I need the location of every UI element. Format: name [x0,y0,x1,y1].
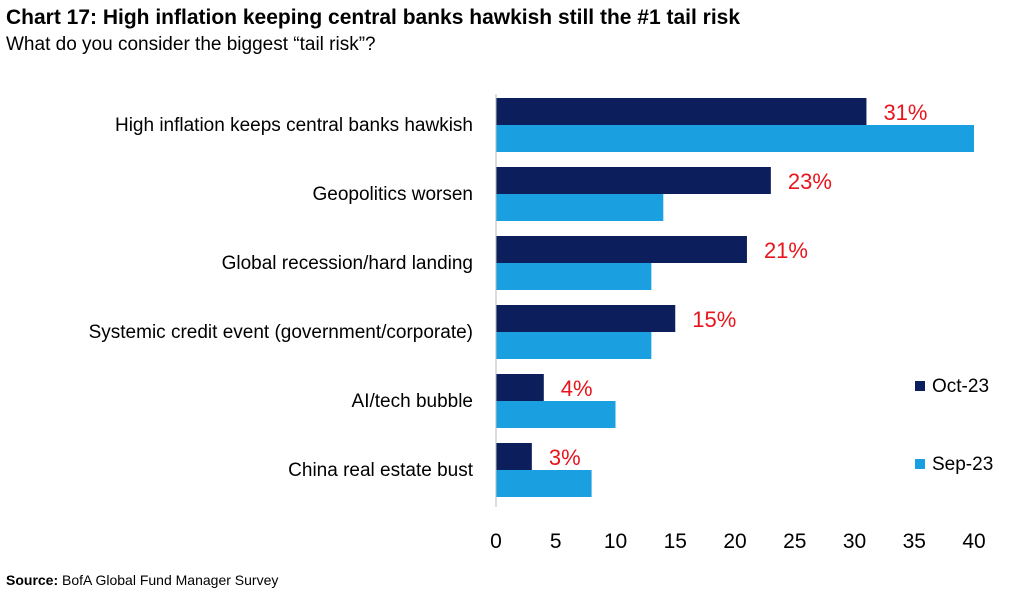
chart-title: Chart 17: High inflation keeping central… [6,6,741,29]
bar-oct-23 [496,374,544,401]
legend-swatch-oct-23 [915,381,925,391]
category-label: Global recession/hard landing [222,253,473,274]
x-tick-label: 30 [843,530,866,553]
legend-label-oct-23: Oct-23 [932,376,989,397]
bar-oct-23 [496,167,771,194]
x-tick-label: 25 [783,530,806,553]
bar-oct-23 [496,305,676,332]
bar-sep-23 [496,332,652,359]
data-label: 21% [764,238,808,263]
source-note: Source: BofA Global Fund Manager Survey [6,572,278,588]
bar-sep-23 [496,194,664,221]
x-tick-label: 15 [664,530,687,553]
category-label: China real estate bust [288,460,474,481]
data-label: 4% [561,376,593,401]
x-tick-label: 40 [962,530,985,553]
bar-sep-23 [496,125,974,152]
source-label: Source: [6,572,59,588]
x-tick-label: 35 [903,530,926,553]
data-label: 3% [549,445,581,470]
legend-label-sep-23: Sep-23 [932,454,993,475]
x-tick-label: 5 [550,530,562,553]
category-label: AI/tech bubble [352,391,473,412]
category-label: Geopolitics worsen [312,184,473,205]
bar-oct-23 [496,443,532,470]
x-tick-label: 10 [604,530,627,553]
category-label: High inflation keeps central banks hawki… [115,115,473,136]
bar-oct-23 [496,98,867,125]
bar-sep-23 [496,470,592,497]
x-tick-label: 20 [723,530,746,553]
legend-swatch-sep-23 [915,459,925,469]
bar-sep-23 [496,401,616,428]
data-label: 23% [788,169,832,194]
data-label: 15% [692,307,736,332]
data-label: 31% [883,100,927,125]
source-text: BofA Global Fund Manager Survey [62,572,279,588]
category-label: Systemic credit event (government/corpor… [89,322,473,343]
chart-subtitle: What do you consider the biggest “tail r… [6,34,376,55]
bar-oct-23 [496,236,747,263]
x-tick-label: 0 [490,530,502,553]
bar-sep-23 [496,263,652,290]
